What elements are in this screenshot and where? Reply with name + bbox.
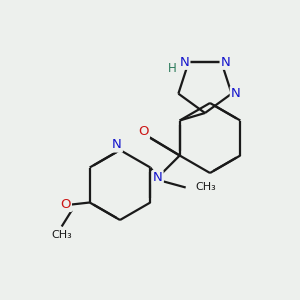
Text: N: N (231, 87, 241, 100)
Text: N: N (153, 171, 163, 184)
Text: H: H (168, 62, 177, 75)
Text: N: N (112, 139, 122, 152)
Text: O: O (138, 125, 149, 138)
Text: N: N (220, 56, 230, 69)
Text: CH₃: CH₃ (196, 182, 216, 193)
Text: N: N (180, 56, 189, 69)
Text: O: O (60, 198, 71, 211)
Text: CH₃: CH₃ (51, 230, 72, 239)
